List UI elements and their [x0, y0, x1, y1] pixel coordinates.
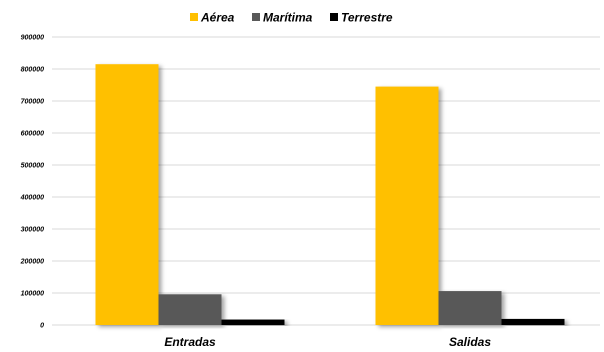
legend-label-terrestre: Terrestre [341, 11, 393, 25]
bar-terrestre-entradas [221, 319, 285, 325]
legend: Aérea Marítima Terrestre [190, 11, 393, 25]
legend-label-maritima: Marítima [263, 11, 313, 25]
bar-maritima-entradas [158, 294, 222, 325]
legend-swatch-terrestre [330, 13, 338, 21]
y-tick-label: 400000 [20, 195, 44, 202]
y-tick-label: 900000 [21, 35, 44, 42]
y-tick-label: 800000 [21, 67, 44, 74]
y-tick-label: 700000 [21, 99, 44, 106]
bar-aerea-entradas [95, 64, 159, 325]
bars [95, 64, 565, 325]
bar-maritima-salidas [438, 291, 502, 325]
y-tick-label: 200000 [20, 259, 44, 266]
y-axis-ticks: 0 100000 200000 300000 400000 500000 600000 700… [20, 35, 44, 330]
legend-swatch-aerea [190, 13, 198, 21]
y-tick-label: 600000 [21, 131, 44, 138]
x-category-label: Salidas [449, 335, 491, 349]
bar-terrestre-salidas [501, 318, 565, 325]
y-tick-label: 500000 [21, 163, 44, 170]
y-tick-label: 100000 [21, 291, 44, 298]
bar-aerea-salidas [375, 86, 439, 325]
x-category-label: Entradas [164, 335, 216, 349]
y-tick-label: 0 [40, 323, 44, 330]
legend-swatch-maritima [252, 13, 260, 21]
y-tick-label: 300000 [21, 227, 44, 234]
x-axis-categories: Entradas Salidas [164, 335, 491, 349]
legend-label-aerea: Aérea [200, 11, 235, 25]
